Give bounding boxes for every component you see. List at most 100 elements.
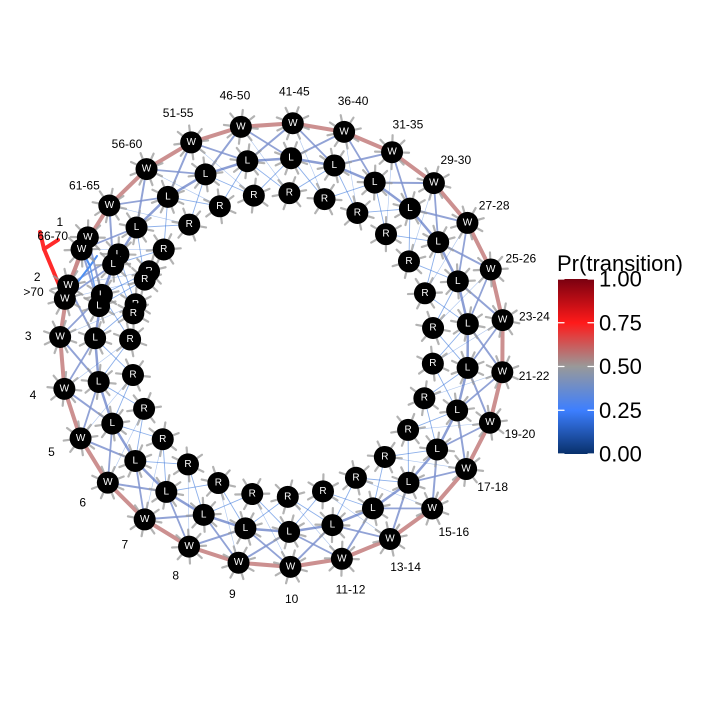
stage-label: 6 (79, 495, 86, 509)
edge-stub (430, 252, 433, 257)
stage-label: 19-20 (505, 427, 536, 441)
edge-stub (320, 533, 324, 537)
edge-stub (230, 211, 236, 213)
node-l: L (88, 371, 110, 393)
edge-stub (146, 455, 152, 457)
edge-stub (440, 412, 446, 413)
node-w: W (456, 212, 478, 234)
edge-stub (378, 442, 381, 447)
edge-stub (70, 258, 74, 262)
edge-stub (70, 330, 75, 333)
edge-stub (340, 513, 344, 517)
edge-stub (444, 458, 448, 463)
stage-label: 25-26 (505, 252, 536, 266)
edge-stub (396, 525, 399, 530)
edge-stub (464, 480, 465, 486)
edge-stub (200, 226, 206, 227)
edge-stub (452, 372, 458, 374)
edge-stub (110, 383, 116, 384)
edge-stub (300, 558, 305, 561)
edge-stub (151, 154, 153, 159)
edge-stub (505, 303, 506, 309)
edge-stub (420, 448, 426, 449)
edge-stub (118, 487, 123, 489)
edge-stub (196, 534, 200, 538)
edge-stub (356, 511, 362, 512)
edge-stub (282, 552, 285, 557)
edge-stub (271, 500, 277, 502)
edge-stub (245, 172, 246, 178)
edge-stub (345, 162, 351, 163)
node-state-label: W (77, 244, 87, 255)
node-r: R (243, 185, 265, 207)
edge-stub (360, 224, 361, 230)
edge-stub (161, 207, 163, 212)
edge-stub (127, 213, 130, 218)
node-state-label: L (164, 486, 170, 497)
node-w: W (379, 528, 401, 550)
edge-stub (479, 278, 483, 282)
node-w: W (178, 536, 200, 558)
node-r: R (346, 202, 368, 224)
edge-stub (380, 140, 384, 144)
edge-stub (87, 425, 91, 430)
edge-stub (64, 440, 70, 441)
node-state-label: L (406, 477, 412, 488)
edge-stub (110, 407, 111, 413)
edge-stub (163, 503, 164, 509)
node-r: R (119, 329, 141, 351)
edge-stub (412, 414, 414, 420)
edge-stub (211, 502, 215, 506)
edge-stub (88, 369, 92, 374)
edge-stub (97, 393, 98, 399)
stage-label: 5 (48, 445, 55, 459)
edge-stub (442, 501, 447, 504)
edge-stub (82, 449, 83, 455)
edge-stub (276, 572, 281, 575)
node-state-label: R (186, 219, 193, 230)
edge-stub (143, 237, 146, 242)
edge-stub (465, 269, 469, 273)
node-w: W (333, 121, 355, 143)
node-w: W (228, 552, 250, 574)
node-l: L (446, 399, 468, 421)
edge-stub (122, 234, 127, 237)
edge-stub (397, 417, 401, 422)
edge-stub (365, 201, 369, 205)
edge-stub (501, 421, 507, 422)
edge-stub (249, 539, 251, 545)
edge-stub (128, 516, 134, 517)
edge-stub (92, 476, 97, 478)
edge-stub (153, 287, 157, 291)
node-state-label: R (216, 201, 223, 212)
stage-label: 46-50 (220, 88, 251, 102)
edge-stub (76, 225, 80, 229)
edge-stub (284, 204, 286, 210)
node-state-label: L (434, 444, 440, 455)
node-r: R (278, 182, 300, 204)
edge-stub (120, 224, 126, 225)
edge-stub (106, 216, 107, 222)
edge-stub (426, 519, 428, 525)
edge-stub (79, 282, 85, 283)
edge-stub (154, 235, 157, 240)
node-state-label: R (130, 308, 137, 319)
edge-stub (172, 222, 178, 223)
stage-label: 2 (34, 270, 41, 284)
edge-stub (133, 238, 134, 244)
edge-stub (448, 451, 454, 452)
edge-stub (330, 566, 334, 570)
edge-stub (160, 267, 166, 268)
edge-stub (107, 371, 112, 375)
stage-label: 8 (172, 569, 179, 583)
edge-stub (355, 128, 361, 129)
edge-stub (298, 492, 304, 494)
edge-stub (433, 405, 438, 409)
node-state-label: L (370, 503, 376, 514)
edge-stub (119, 410, 123, 415)
edge-stub (244, 548, 247, 553)
node-state-label: R (405, 256, 412, 267)
edge-stub (80, 343, 85, 346)
node-state-label: R (429, 322, 436, 333)
